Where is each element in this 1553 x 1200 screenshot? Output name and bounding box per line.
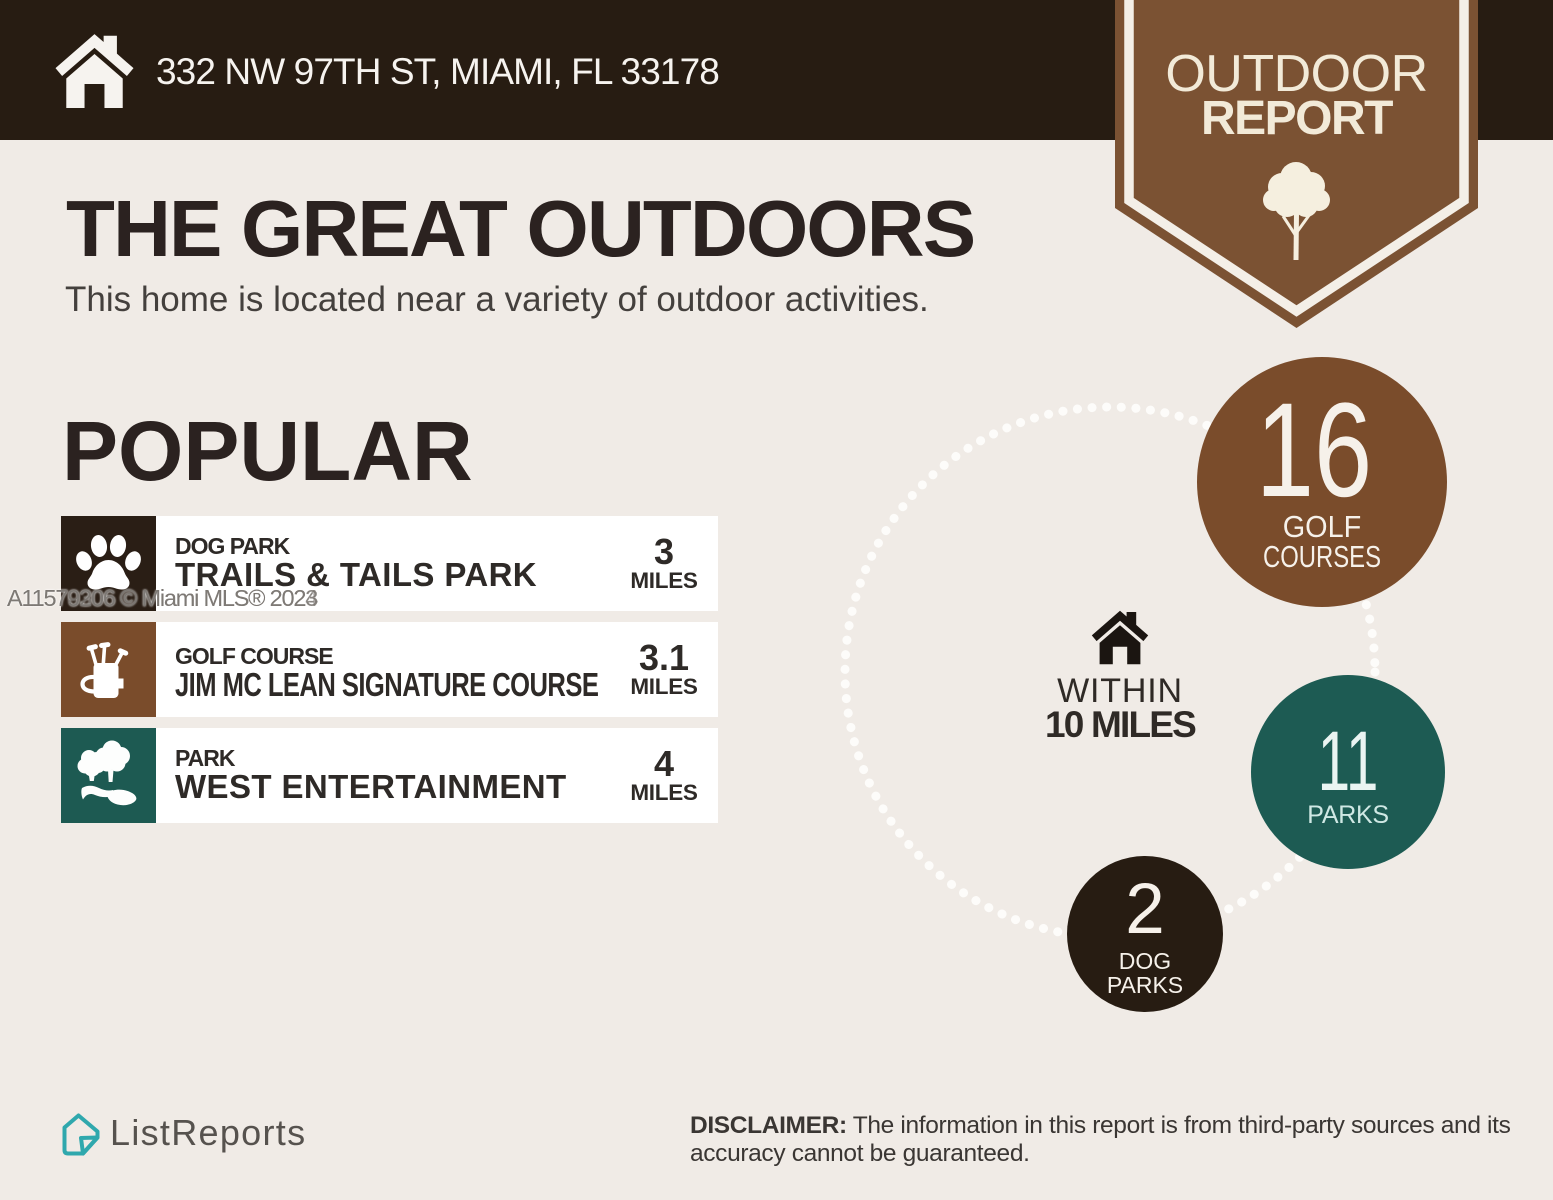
- svg-text:OUTDOOR: OUTDOOR: [1165, 45, 1427, 103]
- svg-text:REPORT: REPORT: [1201, 92, 1393, 145]
